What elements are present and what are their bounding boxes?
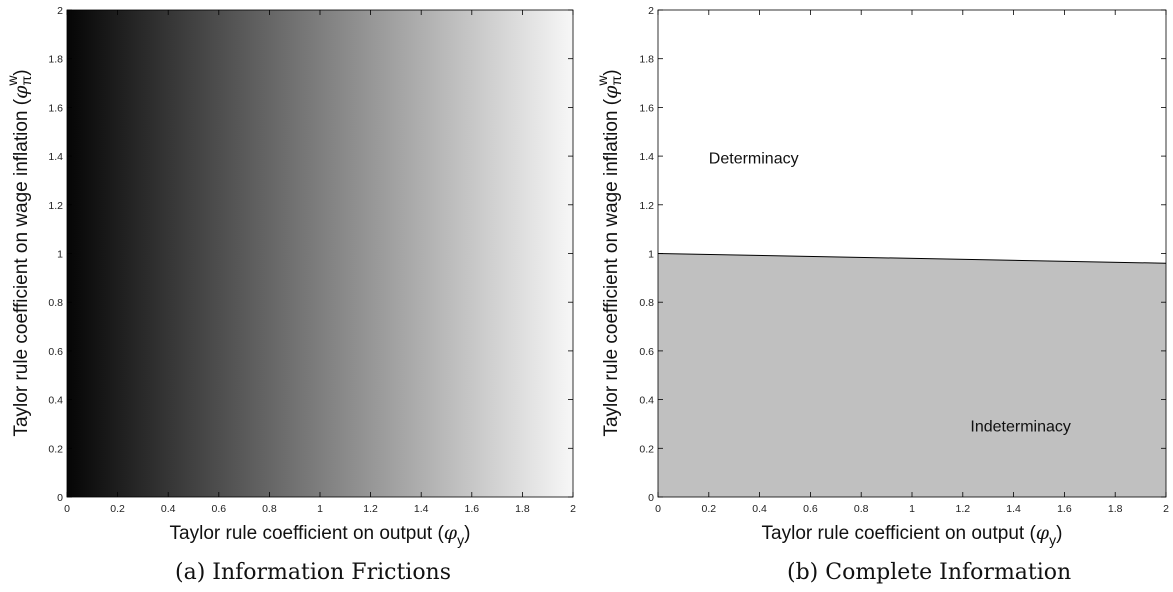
x-tick-label: 0.2 [110,503,125,515]
y-tick-label: 1.2 [639,200,654,212]
y-tick-label: 0.6 [48,346,63,358]
x-axis-ticks: 0 0.2 0.4 0.6 0.8 1 1.2 1.4 1.6 1.8 2 [64,10,576,515]
indeterminacy-label: Indeterminacy [970,418,1070,435]
y-tick-label: 1.4 [639,151,654,163]
y-tick-label: 1.2 [48,200,63,212]
x-tick-label: 0 [64,503,70,515]
y-tick-label: 0.4 [48,395,63,407]
x-tick-label: 0.2 [701,503,716,515]
y-tick-label: 0.2 [639,443,654,455]
x-tick-label: 0.6 [211,503,226,515]
y-tick-label: 1 [648,249,654,261]
panel-b-regions: 0 0.2 0.4 0.6 0.8 1 1.2 1.4 1.6 1.8 2 0 0.2 0.4 0.6 0.… [594,5,1169,548]
x-tick-label: 1 [317,503,323,515]
x-tick-label: 0.4 [752,503,767,515]
x-tick-label: 1.2 [955,503,970,515]
y-tick-label: 1 [57,249,63,261]
x-tick-label: 0.4 [161,503,176,515]
x-tick-label: 1.2 [363,503,378,515]
y-axis-ticks: 0 0.2 0.4 0.6 0.8 1 1.2 1.4 1.6 1.8 2 [48,5,573,504]
x-tick-label: 0 [655,503,661,515]
y-tick-label: 1.6 [48,102,63,114]
y-tick-label: 0.8 [48,297,63,309]
x-tick-label: 0.8 [262,503,277,515]
x-tick-label: 1.8 [515,503,530,515]
x-tick-label: 0.8 [854,503,869,515]
y-tick-label: 0.6 [639,346,654,358]
panel-a-heatmap: 0 0.2 0.4 0.6 0.8 1 1.2 1.4 1.6 1.8 2 0 0.2 0.4 0.6 0.… [4,5,576,548]
y-tick-label: 0.8 [639,297,654,309]
y-tick-label: 0.4 [639,395,654,407]
x-tick-label: 2 [1163,503,1169,515]
y-axis-ticks: 0 0.2 0.4 0.6 0.8 1 1.2 1.4 1.6 1.8 2 [639,5,1166,504]
panel-a-caption: (a) Information Frictions [175,560,452,585]
x-tick-label: 1.6 [1057,503,1072,515]
y-tick-label: 1.8 [639,54,654,66]
y-axis-label: Taylor rule coefficient on wage inflatio… [594,69,624,436]
x-tick-label: 1.6 [464,503,479,515]
x-tick-label: 1.4 [1006,503,1021,515]
y-tick-label: 2 [648,5,654,17]
x-axis-label: Taylor rule coefficient on output (φy) [762,522,1063,548]
x-tick-label: 1.8 [1108,503,1123,515]
x-tick-label: 1 [909,503,915,515]
panel-b-caption: (b) Complete Information [787,560,1072,585]
y-tick-label: 0.2 [48,443,63,455]
heatmap-field [67,10,573,497]
y-tick-label: 1.4 [48,151,63,163]
x-tick-label: 1.4 [414,503,429,515]
y-tick-label: 0 [57,492,63,504]
y-tick-label: 0 [648,492,654,504]
indeterminacy-region [658,253,1166,497]
determinacy-label: Determinacy [709,150,799,167]
boundary-line [657,253,1167,264]
y-tick-label: 1.8 [48,54,63,66]
y-tick-label: 1.6 [639,102,654,114]
y-tick-label: 2 [57,5,63,17]
x-tick-label: 0.6 [803,503,818,515]
x-tick-label: 2 [570,503,576,515]
y-axis-label: Taylor rule coefficient on wage inflatio… [4,69,34,436]
x-axis-ticks: 0 0.2 0.4 0.6 0.8 1 1.2 1.4 1.6 1.8 2 [655,10,1169,515]
x-axis-label: Taylor rule coefficient on output (φy) [170,522,471,548]
